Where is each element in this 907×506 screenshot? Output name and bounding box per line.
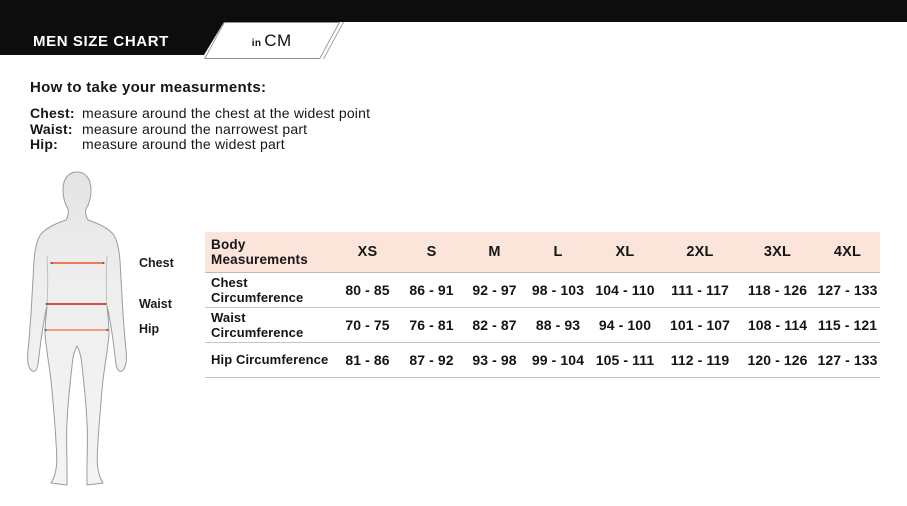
size-value-cell: 104 - 110 bbox=[595, 281, 655, 298]
page-title: MEN SIZE CHART bbox=[33, 33, 169, 50]
size-value-cell: 127 - 133 bbox=[817, 351, 878, 368]
howto-list: Chest: measure around the chest at the w… bbox=[30, 105, 371, 153]
size-value-cell: 93 - 98 bbox=[472, 351, 517, 368]
howto-row-hip: Hip: measure around the widest part bbox=[30, 136, 370, 153]
column-header-size-4xl: 4XL bbox=[815, 232, 880, 272]
size-value-cell: 87 - 92 bbox=[409, 351, 454, 368]
body-outline bbox=[27, 171, 127, 486]
size-value-cell: 101 - 107 bbox=[669, 316, 731, 333]
howto-row-chest: Chest: measure around the chest at the w… bbox=[30, 105, 371, 122]
figure-label-chest: Chest bbox=[139, 256, 174, 270]
size-value-cell: 99 - 104 bbox=[531, 351, 585, 368]
howto-desc: measure around the chest at the widest p… bbox=[82, 105, 371, 121]
howto-term: Waist: bbox=[30, 120, 73, 137]
size-value-cell: 88 - 93 bbox=[535, 316, 581, 333]
size-value-cell: 127 - 133 bbox=[817, 281, 878, 298]
size-value-cell: 70 - 75 bbox=[345, 316, 390, 333]
size-table-head: Body Measurements XS S M L XL 2XL 3XL 4XL bbox=[205, 232, 880, 272]
column-header-size-s: S bbox=[400, 232, 463, 272]
table-row: Chest Circumference 80 - 85 86 - 91 92 - 97… bbox=[205, 272, 880, 307]
size-value-cell: 118 - 126 bbox=[747, 281, 808, 298]
header-row: Body Measurements XS S M L XL 2XL 3XL 4XL bbox=[205, 232, 880, 272]
howto-heading: How to take your measurments: bbox=[30, 79, 267, 96]
size-value-cell: 86 - 91 bbox=[409, 281, 454, 298]
howto-term: Chest: bbox=[30, 105, 75, 121]
table-row: Waist Circumference 70 - 75 76 - 81 82 - 87… bbox=[205, 307, 880, 342]
column-header-size-2xl: 2XL bbox=[660, 232, 740, 272]
size-table: Body Measurements XS S M L XL 2XL 3XL 4XL Chest … bbox=[205, 232, 880, 378]
size-value-cell: 98 - 103 bbox=[531, 281, 585, 298]
row-label: Chest Circumference bbox=[211, 274, 304, 305]
size-value-cell: 76 - 81 bbox=[409, 316, 454, 333]
size-value-cell: 111 - 117 bbox=[671, 281, 729, 298]
size-value-cell: 115 - 121 bbox=[817, 316, 878, 333]
size-table-body: Chest Circumference 80 - 85 86 - 91 92 - 97… bbox=[205, 272, 880, 377]
unit-tab-label: in CM bbox=[252, 30, 293, 50]
size-value-cell: 92 - 97 bbox=[472, 281, 517, 298]
figure-label-hip: Hip bbox=[139, 322, 160, 336]
howto-desc: measure around the narrowest part bbox=[82, 120, 308, 137]
column-header-size-3xl: 3XL bbox=[740, 232, 815, 272]
arm-contour-right bbox=[105, 255, 108, 307]
table-row: Hip Circumference 81 - 86 87 - 92 93 - 98 99… bbox=[205, 342, 880, 377]
howto-term: Hip: bbox=[30, 136, 59, 152]
column-header-label: Body Measurements bbox=[205, 232, 335, 272]
row-label: Hip Circumference bbox=[211, 352, 329, 367]
size-value-cell: 81 - 86 bbox=[345, 351, 390, 368]
size-value-cell: 112 - 119 bbox=[670, 351, 730, 368]
size-value-cell: 108 - 114 bbox=[747, 316, 808, 333]
row-label: Waist Circumference bbox=[211, 309, 304, 340]
arm-contour-left bbox=[46, 255, 49, 307]
column-header-size-l: L bbox=[526, 232, 590, 272]
size-value-cell: 80 - 85 bbox=[345, 281, 390, 298]
figure-label-waist: Waist bbox=[139, 297, 172, 311]
howto-row-waist: Waist: measure around the narrowest part bbox=[30, 120, 370, 138]
column-header-size-xl: XL bbox=[590, 232, 660, 272]
size-value-cell: 94 - 100 bbox=[598, 316, 652, 333]
unit-tab-cm[interactable]: in CM bbox=[204, 22, 341, 59]
male-body-silhouette bbox=[27, 171, 127, 486]
size-value-cell: 82 - 87 bbox=[472, 316, 517, 333]
size-value-cell: 120 - 126 bbox=[747, 351, 808, 368]
size-value-cell: 105 - 111 bbox=[595, 351, 655, 368]
howto-desc: measure around the widest part bbox=[82, 136, 285, 152]
column-header-size-xs: XS bbox=[335, 232, 400, 272]
column-header-size-m: M bbox=[463, 232, 526, 272]
